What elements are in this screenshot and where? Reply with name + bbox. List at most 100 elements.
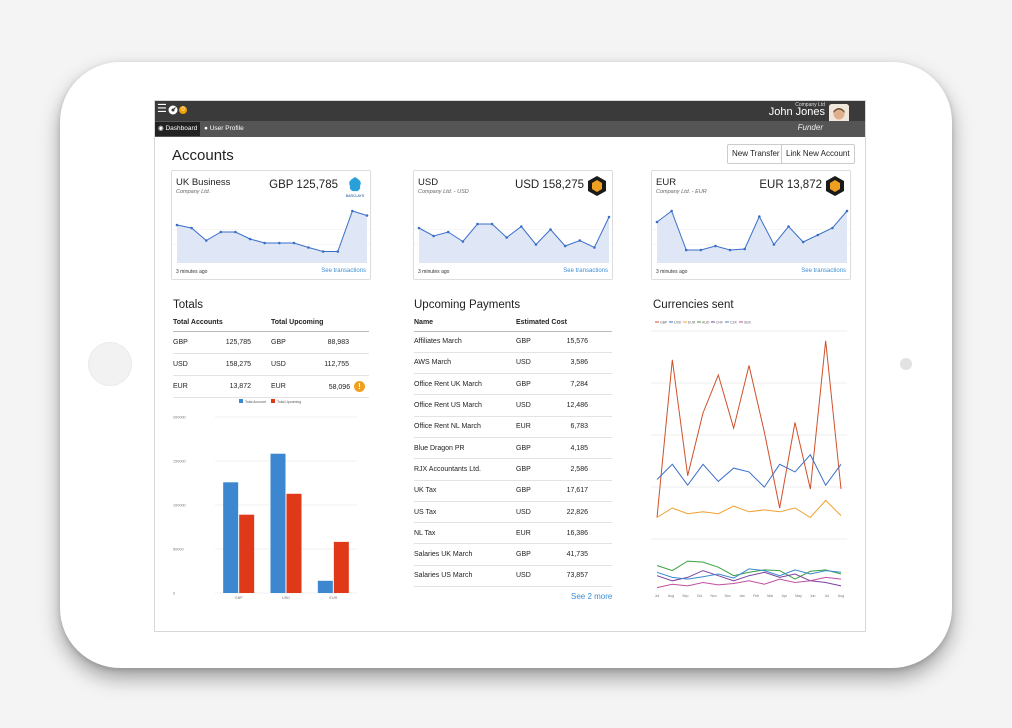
sparkline-point bbox=[563, 244, 567, 248]
x-tick-label: Jul bbox=[825, 594, 830, 598]
x-tick-label: Oct bbox=[697, 594, 702, 598]
currency-cell: EUR bbox=[516, 522, 556, 545]
sparkline-point bbox=[758, 215, 761, 218]
sparkline-point bbox=[476, 222, 479, 226]
user-name[interactable]: John Jones bbox=[768, 106, 825, 118]
hexagon-logo-icon bbox=[826, 176, 844, 196]
table-row[interactable]: Salaries UK March GBP 41,735 bbox=[414, 543, 612, 566]
amount-cell: 158,275 bbox=[209, 353, 271, 376]
sparkline-point bbox=[278, 241, 281, 245]
currency-cell: GBP bbox=[516, 437, 556, 460]
sparkline-point bbox=[607, 215, 611, 219]
account-balance: GBP 125,785 bbox=[269, 179, 338, 191]
see-transactions-link[interactable]: See transactions bbox=[321, 268, 366, 274]
tab-dashboard-label: Dashboard bbox=[165, 125, 198, 132]
bar bbox=[270, 453, 286, 593]
sparkline-point bbox=[699, 248, 703, 252]
sparkline-point bbox=[432, 234, 435, 238]
legend-label: EUR bbox=[688, 321, 696, 325]
currencies-line-chart: GBP USD EUR AUD CHF CZK SEK Jul Aug Sep Oct Nov Dec J… bbox=[651, 321, 847, 598]
svg-text:BARCLAYS: BARCLAYS bbox=[346, 194, 365, 198]
table-row[interactable]: Affiliates March GBP 15,576 bbox=[414, 331, 612, 353]
x-tick-label: Feb bbox=[753, 594, 759, 598]
x-tick-label: Jul bbox=[655, 594, 660, 598]
sparkline-point bbox=[655, 220, 659, 224]
sparkline-point bbox=[336, 250, 340, 253]
table-row[interactable]: NL Tax EUR 16,386 bbox=[414, 522, 612, 545]
notification-badge[interactable]: 0 bbox=[179, 106, 187, 114]
sparkline-path bbox=[176, 210, 368, 252]
payment-name: Salaries UK March bbox=[414, 543, 516, 566]
currency-cell: USD bbox=[271, 353, 307, 376]
payment-name: US Tax bbox=[414, 501, 516, 524]
dashboard-gauge-icon[interactable] bbox=[168, 105, 178, 115]
payment-name: Blue Dragon PR bbox=[414, 437, 516, 460]
account-balance: USD 158,275 bbox=[514, 179, 584, 191]
see-transactions-link[interactable]: See transactions bbox=[563, 268, 608, 274]
legend-label: USD bbox=[674, 321, 682, 325]
table-row[interactable]: Office Rent NL March EUR 6,783 bbox=[414, 416, 612, 438]
table-row[interactable]: US Tax USD 22,826 bbox=[414, 501, 612, 524]
amount-cell: 41,735 bbox=[556, 543, 612, 566]
tab-dashboard[interactable]: ◉ Dashboard bbox=[155, 122, 201, 136]
hexagon-logo-icon bbox=[588, 176, 606, 196]
x-tick-label: GBP bbox=[235, 596, 243, 600]
x-tick-label: Aug bbox=[838, 594, 844, 598]
sparkline-point bbox=[728, 248, 732, 252]
sparkline-point bbox=[505, 236, 508, 239]
table-row[interactable]: Office Rent UK March GBP 7,284 bbox=[414, 373, 612, 396]
sparkline-path bbox=[656, 210, 848, 251]
x-tick-label: Mar bbox=[767, 594, 774, 598]
y-tick-label: 150000 bbox=[173, 460, 186, 464]
account-card-usd[interactable]: USD Company Ltd. - USD USD 158,275 3 min… bbox=[413, 170, 614, 280]
table-row[interactable]: UK Tax GBP 17,617 bbox=[414, 480, 612, 502]
account-card-uk-business[interactable]: UK Business Company Ltd. GBP 125,785 BAR… bbox=[171, 170, 372, 280]
sparkline-point bbox=[816, 233, 820, 237]
sparkline-point bbox=[321, 250, 325, 253]
amount-cell: 22,826 bbox=[556, 501, 612, 524]
table-row[interactable]: AWS March USD 3,586 bbox=[414, 352, 612, 375]
payment-name: Salaries US March bbox=[414, 565, 516, 588]
y-tick-label: 100000 bbox=[173, 504, 186, 508]
tab-user-profile[interactable]: ● User Profile bbox=[204, 125, 244, 132]
x-tick-label: Sep bbox=[682, 594, 688, 598]
sparkline-point bbox=[714, 244, 717, 248]
bar bbox=[223, 482, 239, 593]
amount-cell: 3,586 bbox=[556, 352, 612, 375]
x-tick-label: EUR bbox=[329, 596, 337, 600]
sparkline-point bbox=[534, 243, 538, 246]
account-sparkline bbox=[172, 209, 372, 263]
sparkline-point bbox=[263, 241, 266, 245]
amount-cell: 73,857 bbox=[556, 565, 612, 588]
see-transactions-link[interactable]: See transactions bbox=[801, 268, 846, 274]
table-row[interactable]: Blue Dragon PR GBP 4,185 bbox=[414, 437, 612, 460]
x-tick-label: Jan bbox=[739, 594, 745, 598]
menu-icon[interactable]: ☰ bbox=[157, 103, 167, 115]
amount-cell: 15,576 bbox=[556, 331, 612, 353]
sparkline-path bbox=[418, 216, 610, 249]
totals-title: Totals bbox=[173, 299, 204, 311]
currency-cell: GBP bbox=[271, 331, 307, 354]
see-more-link[interactable]: See 2 more bbox=[571, 592, 613, 601]
account-card-eur[interactable]: EUR Company Ltd. - EUR EUR 13,872 3 minu… bbox=[651, 170, 852, 280]
table-row[interactable]: Salaries US March USD 73,857 bbox=[414, 565, 612, 588]
warning-icon[interactable]: ! bbox=[354, 380, 365, 392]
bar bbox=[317, 580, 333, 593]
last-updated: 3 minutes ago bbox=[656, 269, 688, 275]
new-transfer-button[interactable]: New Transfer bbox=[727, 144, 785, 164]
link-new-account-button[interactable]: Link New Account bbox=[781, 144, 855, 164]
column-header: Total Upcoming bbox=[271, 315, 369, 332]
account-title: UK Business bbox=[176, 177, 231, 188]
account-balance: EUR 13,872 bbox=[759, 179, 822, 191]
table-row[interactable]: Office Rent US March USD 12,486 bbox=[414, 394, 612, 417]
series-line bbox=[656, 568, 842, 580]
currency-cell: EUR bbox=[271, 375, 307, 398]
y-tick-label: 200000 bbox=[173, 416, 186, 420]
table-row[interactable]: RJX Accountants Ltd. GBP 2,586 bbox=[414, 458, 612, 481]
legend-swatch bbox=[271, 399, 275, 403]
currency-cell: GBP bbox=[516, 458, 556, 481]
account-title: EUR bbox=[656, 177, 677, 188]
sparkline-point bbox=[684, 248, 688, 252]
payment-name: NL Tax bbox=[414, 522, 516, 545]
totals-table: Total Accounts Total Upcoming GBP 125,78… bbox=[173, 315, 369, 398]
